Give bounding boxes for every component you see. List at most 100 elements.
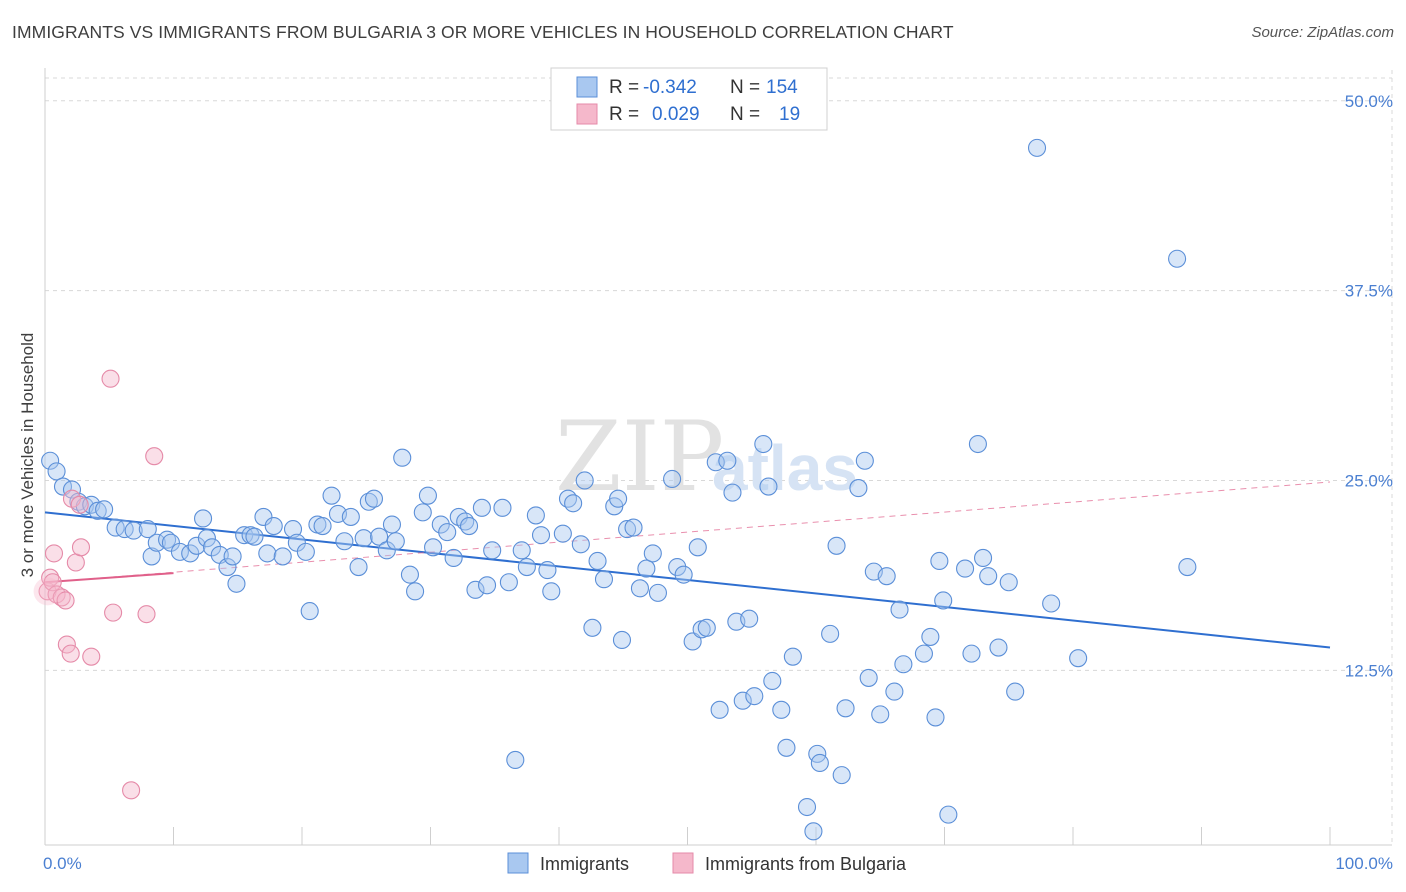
immigrants-point bbox=[710, 700, 729, 719]
bulgaria-point bbox=[137, 605, 156, 624]
immigrants-point bbox=[683, 632, 702, 651]
bulgaria-point bbox=[82, 647, 101, 666]
bulgaria-point bbox=[61, 644, 80, 663]
y-tick-label: 25.0% bbox=[1345, 471, 1393, 490]
immigrants-point bbox=[218, 558, 237, 577]
immigrants-point bbox=[431, 515, 450, 534]
immigrants-point bbox=[413, 503, 432, 522]
immigrants-point bbox=[506, 750, 525, 769]
immigrants-point bbox=[147, 533, 166, 552]
immigrants-point bbox=[612, 630, 632, 650]
y-tick-label: 50.0% bbox=[1345, 92, 1393, 111]
immigrants-point bbox=[855, 451, 874, 470]
immigrants-point bbox=[797, 797, 817, 817]
grid-layer bbox=[45, 70, 1393, 845]
legend-swatch-bulgaria bbox=[576, 103, 598, 125]
chart-source: Source: ZipAtlas.com bbox=[1251, 24, 1394, 41]
immigrants-point bbox=[588, 551, 607, 571]
immigrants-point bbox=[322, 486, 341, 505]
immigrants-point bbox=[674, 565, 693, 584]
immigrants-point bbox=[400, 565, 419, 584]
immigrants-point bbox=[609, 489, 628, 508]
immigrants-point bbox=[341, 507, 360, 526]
immigrants-point bbox=[637, 559, 656, 578]
immigrants-point bbox=[418, 486, 437, 505]
immigrants-point bbox=[273, 547, 292, 566]
immigrants-point bbox=[1178, 558, 1197, 577]
immigrants-point bbox=[890, 600, 909, 619]
series-legend: Immigrants Immigrants from Bulgaria bbox=[507, 852, 907, 874]
immigrants-point bbox=[668, 558, 687, 577]
immigrants-point bbox=[124, 521, 143, 540]
legend-label-bulgaria: Immigrants from Bulgaria bbox=[705, 854, 907, 874]
immigrants-point bbox=[763, 671, 782, 691]
immigrants-point bbox=[142, 547, 161, 566]
immigrants-point bbox=[531, 526, 551, 545]
y-tick-label: 12.5% bbox=[1345, 661, 1393, 680]
immigrants-point bbox=[254, 507, 273, 526]
immigrants-point bbox=[1069, 649, 1088, 668]
axis-layer bbox=[44, 68, 1392, 846]
points-layer bbox=[33, 138, 1197, 841]
watermark-atlas: atlas bbox=[712, 432, 858, 504]
immigrants-point bbox=[283, 520, 303, 539]
immigrants-point bbox=[827, 536, 846, 555]
immigrants-point bbox=[930, 551, 949, 571]
immigrants-point bbox=[871, 705, 890, 724]
bulgaria-trend-line bbox=[44, 572, 174, 584]
immigrants-point bbox=[745, 687, 764, 706]
immigrants-point bbox=[354, 529, 373, 548]
immigrants-point bbox=[138, 520, 157, 539]
immigrants-point bbox=[979, 567, 998, 586]
bulgaria-point bbox=[70, 495, 89, 514]
immigrants-point bbox=[804, 822, 823, 841]
immigrants-point bbox=[88, 501, 107, 520]
immigrants-point bbox=[47, 462, 66, 481]
tick-label-layer: 12.5% 25.0% 37.5% 50.0% 0.0% 100.0% bbox=[43, 92, 1393, 873]
immigrants-point bbox=[296, 542, 315, 561]
immigrants-point bbox=[542, 582, 561, 601]
immigrants-point bbox=[939, 805, 958, 824]
correlation-legend: R = -0.342 N = 154 R = 0.029 N = 19 bbox=[550, 67, 828, 131]
immigrants-point bbox=[424, 538, 443, 557]
immigrants-point bbox=[973, 548, 993, 567]
immigrants-point bbox=[836, 699, 855, 718]
legend-n-label: N = bbox=[730, 77, 760, 98]
immigrants-point bbox=[648, 583, 667, 602]
bulgaria-point bbox=[43, 573, 62, 592]
bulgaria-point bbox=[56, 591, 75, 610]
bulgaria-trend-extension bbox=[44, 481, 1331, 583]
immigrants-point bbox=[575, 471, 594, 490]
immigrants-point bbox=[832, 766, 851, 785]
immigrants-point bbox=[859, 668, 878, 687]
immigrants-point bbox=[517, 558, 536, 577]
immigrants-point bbox=[264, 516, 283, 536]
immigrants-point bbox=[688, 538, 707, 557]
immigrants-point bbox=[999, 573, 1018, 592]
immigrants-point bbox=[472, 498, 491, 517]
bulgaria-point bbox=[47, 585, 66, 604]
immigrants-point bbox=[1168, 249, 1187, 268]
immigrants-point bbox=[583, 618, 602, 637]
immigrants-point bbox=[477, 576, 497, 595]
immigrants-point bbox=[223, 547, 242, 566]
legend-swatch-immigrants bbox=[576, 76, 598, 98]
y-tick-label: 37.5% bbox=[1345, 282, 1393, 301]
immigrants-point bbox=[706, 453, 725, 472]
immigrants-point bbox=[499, 573, 518, 592]
immigrants-point bbox=[370, 527, 389, 546]
immigrants-point bbox=[914, 644, 933, 663]
immigrants-point bbox=[740, 609, 759, 628]
immigrants-point bbox=[759, 477, 778, 496]
immigrants-point bbox=[459, 516, 479, 536]
immigrants-point bbox=[197, 529, 216, 548]
legend-n-value: 154 bbox=[766, 77, 798, 98]
legend-label-immigrants: Immigrants bbox=[540, 854, 629, 874]
immigrants-point bbox=[810, 753, 829, 773]
legend-swatch-bulgaria bbox=[672, 852, 694, 874]
legend-r-label: R = bbox=[609, 104, 639, 125]
immigrants-point bbox=[989, 638, 1008, 657]
bulgaria-point bbox=[104, 603, 123, 622]
immigrants-point bbox=[194, 509, 213, 528]
legend-r-value: -0.342 bbox=[643, 77, 697, 98]
